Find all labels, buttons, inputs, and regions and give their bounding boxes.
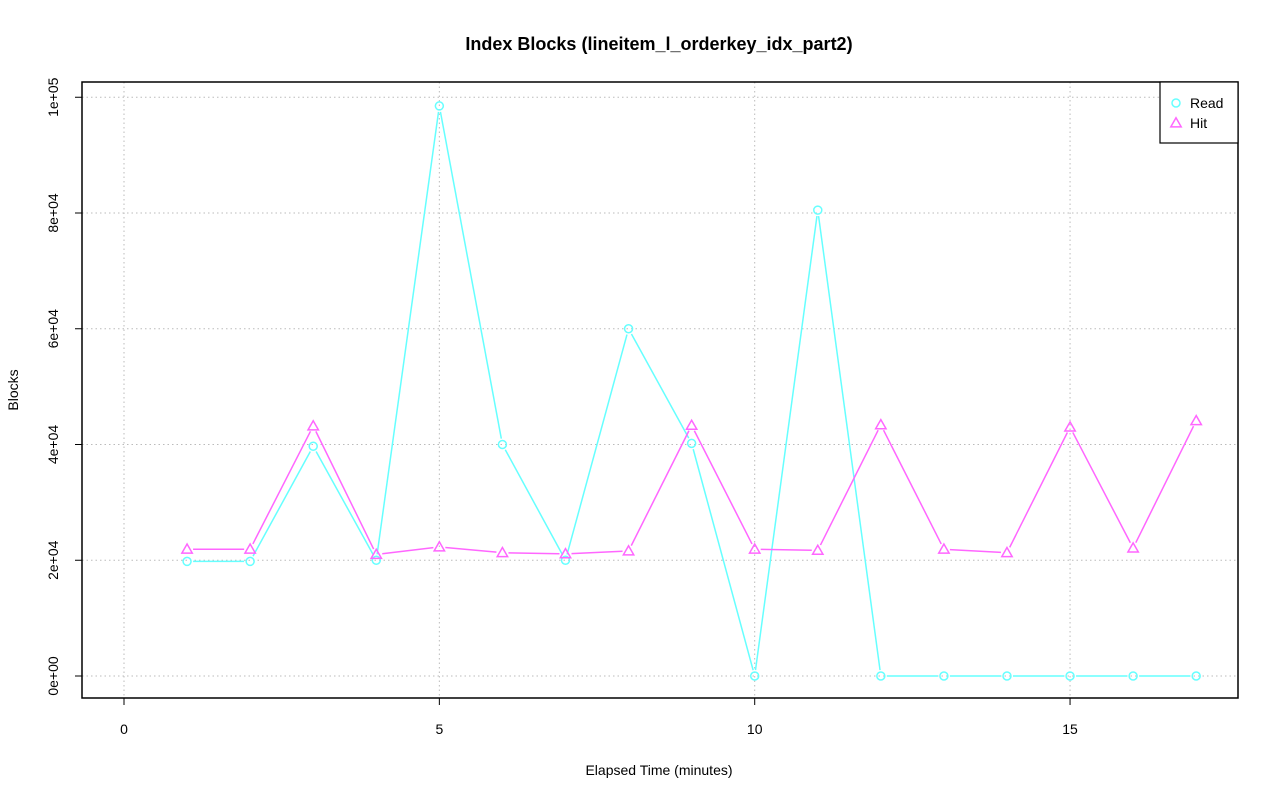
x-tick-label: 5 (435, 721, 443, 737)
data-point (748, 542, 762, 554)
data-point (308, 441, 318, 451)
series-segment (252, 451, 311, 557)
data-point (937, 542, 951, 554)
series-segment (445, 546, 497, 553)
series-segment (754, 215, 818, 671)
data-point (876, 671, 886, 681)
data-point (245, 556, 255, 567)
data-point (558, 547, 572, 559)
series-layer (180, 101, 1203, 681)
data-point (432, 540, 446, 552)
x-tick-label: 0 (120, 721, 128, 737)
data-point (811, 543, 825, 556)
y-tick-label: 1e+05 (45, 77, 61, 117)
series-segment (376, 111, 440, 555)
data-point (180, 542, 194, 554)
data-point (182, 556, 192, 567)
series-segment (819, 429, 879, 546)
data-point (306, 419, 320, 431)
data-point (243, 542, 257, 554)
y-tick-label: 4e+04 (45, 425, 61, 465)
data-point (1128, 671, 1138, 681)
data-point (685, 418, 699, 431)
data-point (623, 324, 634, 334)
y-axis-label: Blocks (5, 369, 21, 410)
series-segment (692, 448, 754, 671)
series-segment (252, 430, 312, 545)
series-segment (760, 548, 812, 552)
data-point (560, 555, 571, 565)
y-tick-label: 2e+04 (45, 540, 61, 580)
data-point (495, 546, 509, 558)
series-segment (949, 548, 1002, 554)
legend-marker-read (1171, 98, 1181, 108)
x-tick-label: 10 (747, 721, 763, 737)
x-axis: 0 5 10 15 (120, 698, 1078, 737)
data-point (1191, 671, 1201, 681)
series-segment (566, 334, 628, 555)
series-segment (882, 429, 942, 545)
legend-label-hit: Hit (1190, 115, 1207, 131)
data-point (874, 418, 888, 430)
series-segment (504, 449, 564, 556)
series-segment (1135, 425, 1195, 544)
series-segment (508, 552, 560, 555)
y-tick-label: 6e+04 (45, 309, 61, 349)
chart-title: Index Blocks (lineitem_l_orderkey_idx_pa… (465, 34, 852, 54)
series-segment (1072, 432, 1132, 544)
plot-frame (81, 81, 1239, 699)
data-point (371, 555, 382, 565)
data-point (1002, 671, 1012, 681)
legend: Read Hit (1159, 81, 1239, 144)
y-tick-label: 8e+04 (45, 193, 61, 233)
y-tick-label: 0e+00 (45, 656, 61, 696)
y-axis: 0e+00 2e+04 4e+04 6e+04 8e+04 1e+05 (45, 77, 82, 696)
legend-box (1159, 81, 1239, 144)
x-tick-label: 15 (1062, 721, 1078, 737)
data-point (1126, 541, 1140, 553)
legend-marker-hit (1169, 116, 1183, 128)
data-point (749, 671, 760, 681)
data-point (1065, 671, 1075, 681)
data-point (686, 438, 697, 449)
series-segment (817, 215, 881, 671)
series-hit (180, 414, 1203, 560)
x-axis-label: Elapsed Time (minutes) (585, 762, 732, 778)
data-point (434, 101, 445, 111)
series-read (182, 101, 1201, 681)
series-segment (630, 430, 690, 546)
legend-label-read: Read (1190, 95, 1223, 111)
data-point (939, 671, 949, 681)
data-point (1063, 420, 1077, 432)
data-point (1189, 414, 1203, 426)
series-segment (439, 111, 503, 439)
series-segment (382, 546, 434, 555)
data-point (622, 544, 636, 556)
grid (82, 82, 1238, 698)
data-point (1000, 546, 1014, 558)
series-segment (1009, 432, 1069, 548)
series-segment (571, 550, 623, 555)
series-segment (693, 430, 753, 545)
data-point (369, 547, 383, 560)
data-point (813, 205, 823, 215)
series-segment (315, 431, 375, 550)
series-segment (315, 451, 375, 556)
series-segment (630, 333, 690, 439)
data-point (497, 439, 508, 450)
